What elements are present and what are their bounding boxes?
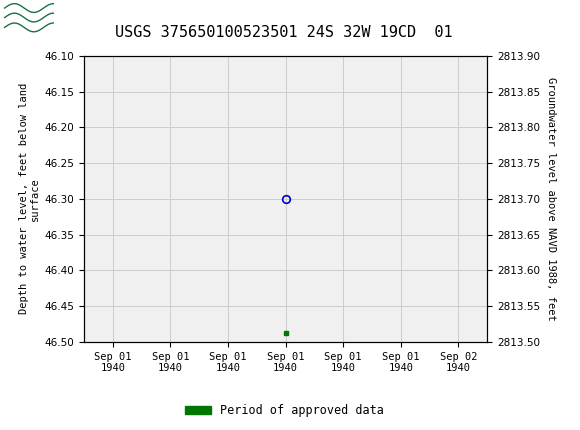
Y-axis label: Groundwater level above NAVD 1988, feet: Groundwater level above NAVD 1988, feet (546, 77, 556, 321)
Y-axis label: Depth to water level, feet below land
surface: Depth to water level, feet below land su… (19, 83, 41, 314)
Text: USGS: USGS (64, 9, 119, 27)
Bar (3, 2, 55, 34)
Text: USGS 375650100523501 24S 32W 19CD  01: USGS 375650100523501 24S 32W 19CD 01 (115, 25, 453, 40)
Legend: Period of approved data: Period of approved data (180, 399, 389, 422)
